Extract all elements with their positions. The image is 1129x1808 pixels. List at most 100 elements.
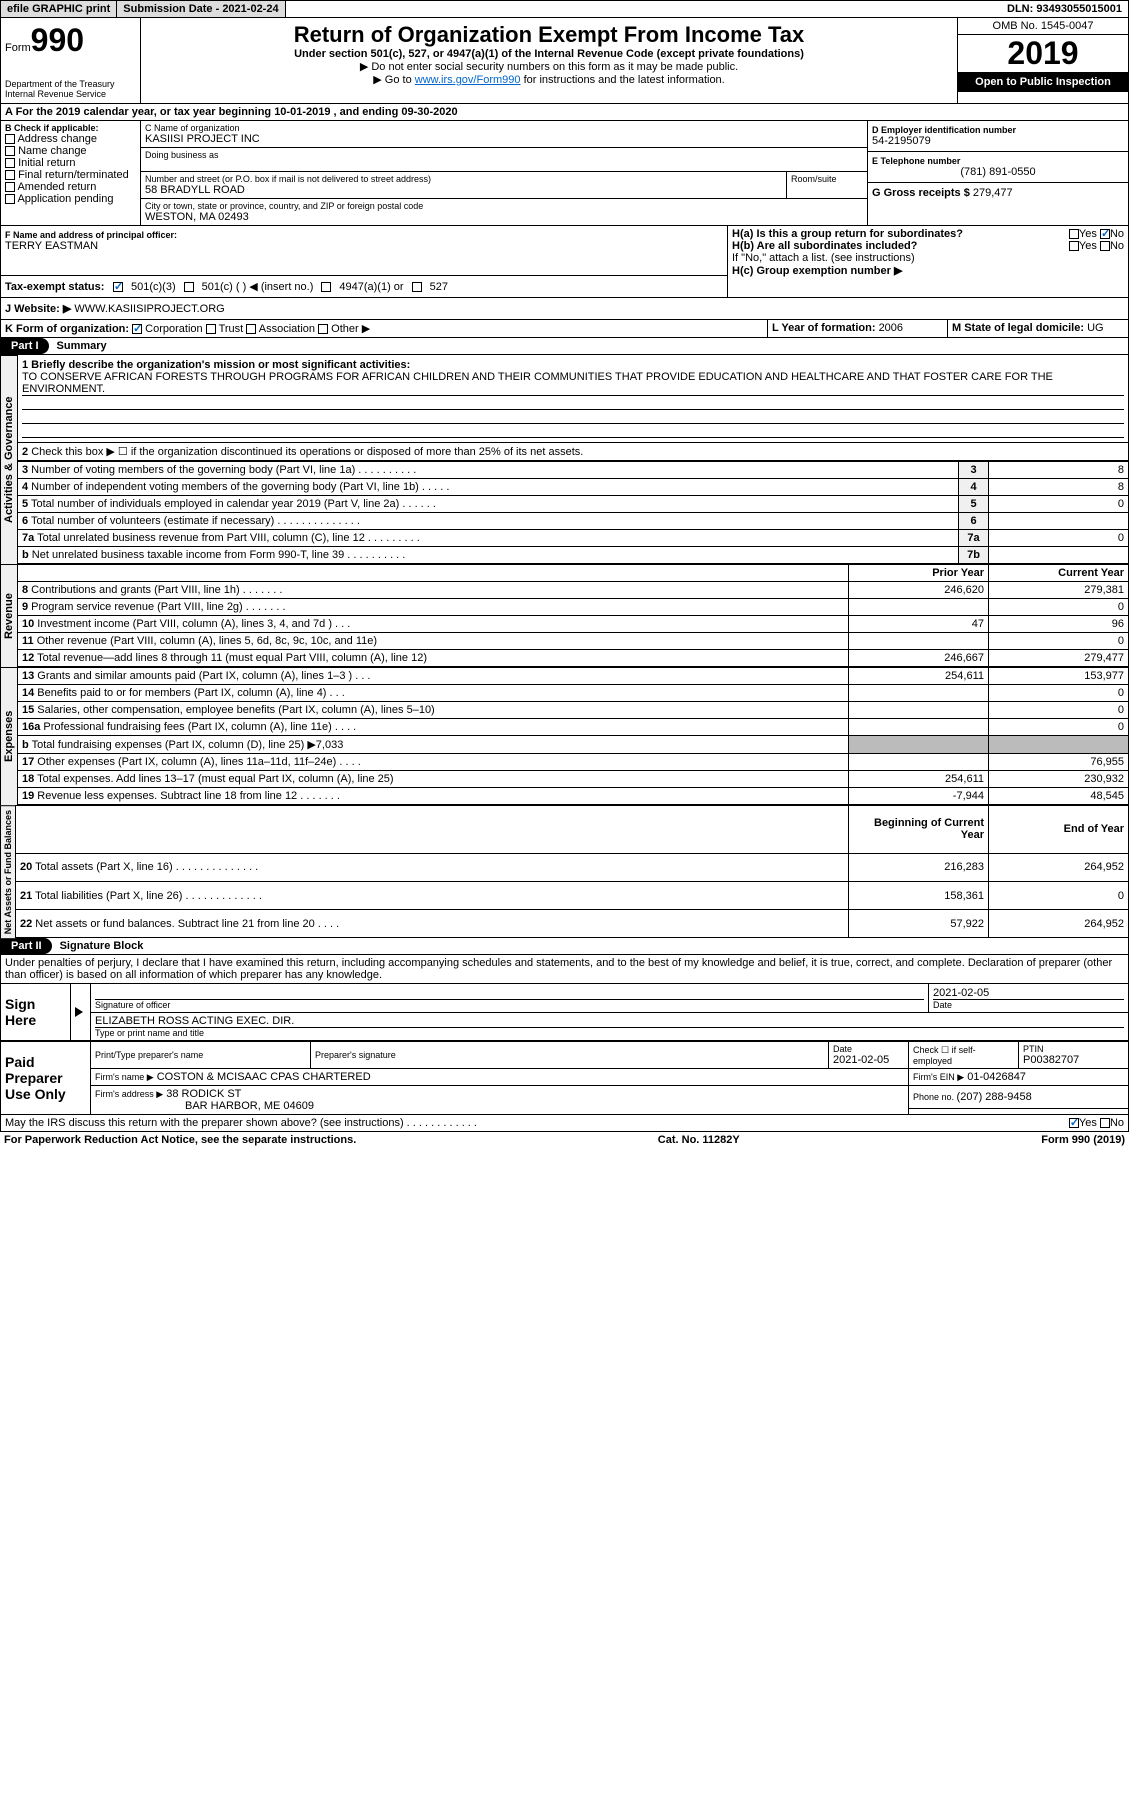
m-state: UG [1087,322,1104,334]
check-pending[interactable]: Application pending [5,193,136,205]
sig-officer-label: Signature of officer [95,1000,924,1010]
form-header: Form990 Department of the Treasury Inter… [0,18,1129,104]
check-final[interactable]: Final return/terminated [5,169,136,181]
perjury-text: Under penalties of perjury, I declare th… [0,955,1129,984]
e-label: E Telephone number [872,156,1124,166]
preparer-table: Paid Preparer Use Only Print/Type prepar… [0,1041,1129,1115]
note-link-row: ▶ Go to www.irs.gov/Form990 for instruct… [145,73,953,86]
g-label: G Gross receipts $ [872,187,973,199]
website-url: WWW.KASIISIPROJECT.ORG [74,303,224,315]
h-b: H(b) Are all subordinates included? Yes … [732,240,1124,252]
website-label: J Website: ▶ [5,303,71,315]
netassets-block: Net Assets or Fund Balances Beginning of… [0,805,1129,938]
gov-table: 3 Number of voting members of the govern… [18,461,1129,564]
efile-button[interactable]: efile GRAPHIC print [1,1,117,17]
room-label: Room/suite [787,172,867,198]
form-subtitle: Under section 501(c), 527, or 4947(a)(1)… [145,48,953,60]
org-name: KASIISI PROJECT INC [145,133,863,145]
line2: Check this box ▶ ☐ if the organization d… [31,446,583,458]
ha-yes[interactable] [1069,229,1079,239]
firm-name-label: Firm's name ▶ [95,1072,154,1082]
discuss-row: May the IRS discuss this return with the… [0,1115,1129,1132]
prep-date-label: Date [833,1044,904,1054]
k-assoc: Association [259,323,315,335]
firm-addr1: 38 RODICK ST [166,1088,241,1100]
netassets-label: Net Assets or Fund Balances [0,805,16,938]
sig-date-label: Date [933,1000,1124,1010]
check-initial[interactable]: Initial return [5,157,136,169]
firm-phone: (207) 288-9458 [957,1091,1032,1103]
check-name[interactable]: Name change [5,145,136,157]
signature-table: Sign Here Signature of officer 2021-02-0… [0,984,1129,1041]
footer-form: Form 990 (2019) [1041,1134,1125,1146]
opt-501c: 501(c) ( ) ◀ (insert no.) [202,280,314,293]
check-label: Initial return [18,157,75,169]
check-trust[interactable] [206,324,216,334]
form-number: 990 [31,22,84,58]
sig-name: ELIZABETH ROSS ACTING EXEC. DIR. [95,1015,1124,1028]
ptin-label: PTIN [1023,1044,1124,1054]
check-527[interactable] [412,282,422,292]
row-a: A For the 2019 calendar year, or tax yea… [0,104,1129,121]
h-c: H(c) Group exemption number ▶ [732,264,1124,277]
section-b-label: B Check if applicable: [5,123,136,133]
form-title: Return of Organization Exempt From Incom… [145,22,953,48]
website-row: J Website: ▶ WWW.KASIISIPROJECT.ORG [0,298,1129,320]
check-address[interactable]: Address change [5,133,136,145]
opt-501c3: 501(c)(3) [131,281,176,293]
ha-no[interactable] [1100,229,1110,239]
netassets-table: Beginning of Current YearEnd of Year 20 … [16,805,1129,938]
check-4947[interactable] [321,282,331,292]
discuss-no[interactable] [1100,1118,1110,1128]
submission-date: Submission Date - 2021-02-24 [117,1,285,17]
section-fh: F Name and address of principal officer:… [0,226,1129,298]
prep-check: Check ☐ if self-employed [909,1042,1019,1069]
part2-label: Part II [1,938,52,954]
arrow-icon [75,1007,83,1017]
dln: DLN: 93493055015001 [1001,1,1128,17]
footer-cat: Cat. No. 11282Y [658,1134,740,1146]
tax-exempt-label: Tax-exempt status: [5,281,105,293]
hb-yes[interactable] [1069,241,1079,251]
firm-addr-label: Firm's address ▶ [95,1089,163,1099]
irs-link[interactable]: www.irs.gov/Form990 [415,74,521,86]
part2-title: Signature Block [52,938,152,954]
sign-here: Sign Here [1,984,71,1041]
check-amended[interactable]: Amended return [5,181,136,193]
check-other[interactable] [318,324,328,334]
paid-preparer: Paid Preparer Use Only [1,1042,91,1115]
note-pre: ▶ Go to [373,74,414,86]
omb-no: OMB No. 1545-0047 [958,18,1128,35]
dept-label: Department of the Treasury Internal Reve… [5,79,136,99]
l-label: L Year of formation: [772,322,879,334]
sig-date: 2021-02-05 [933,987,1124,1000]
check-assoc[interactable] [246,324,256,334]
boy-header: Beginning of Current Year [849,806,989,854]
part1-bar: Part I Summary [0,338,1129,355]
part1-title: Summary [49,338,115,354]
section-bcdeg: B Check if applicable: Address change Na… [0,121,1129,226]
note-post: for instructions and the latest informat… [521,74,725,86]
footer: For Paperwork Reduction Act Notice, see … [0,1132,1129,1148]
firm-name: COSTON & MCISAAC CPAS CHARTERED [157,1071,371,1083]
check-501c[interactable] [184,282,194,292]
activities-label: Activities & Governance [0,355,18,564]
prep-name-label: Print/Type preparer's name [91,1042,311,1069]
firm-addr2: BAR HARBOR, ME 04609 [185,1100,314,1112]
top-bar: efile GRAPHIC print Submission Date - 20… [0,0,1129,18]
revenue-table: Prior YearCurrent Year 8 Contributions a… [18,564,1129,667]
ein: 54-2195079 [872,135,1124,147]
revenue-block: Revenue Prior YearCurrent Year 8 Contrib… [0,564,1129,667]
dba-label: Doing business as [145,150,863,160]
city-label: City or town, state or province, country… [145,201,863,211]
current-year-header: Current Year [989,565,1129,582]
hb-no[interactable] [1100,241,1110,251]
prior-year-header: Prior Year [849,565,989,582]
mission-text: TO CONSERVE AFRICAN FORESTS THROUGH PROG… [22,371,1124,396]
m-label: M State of legal domicile: [952,322,1087,334]
discuss-yes[interactable] [1069,1118,1079,1128]
section-klm: K Form of organization: Corporation Trus… [0,320,1129,338]
firm-ein: 01-0426847 [967,1071,1026,1083]
check-501c3[interactable] [113,282,123,292]
check-corp[interactable] [132,324,142,334]
